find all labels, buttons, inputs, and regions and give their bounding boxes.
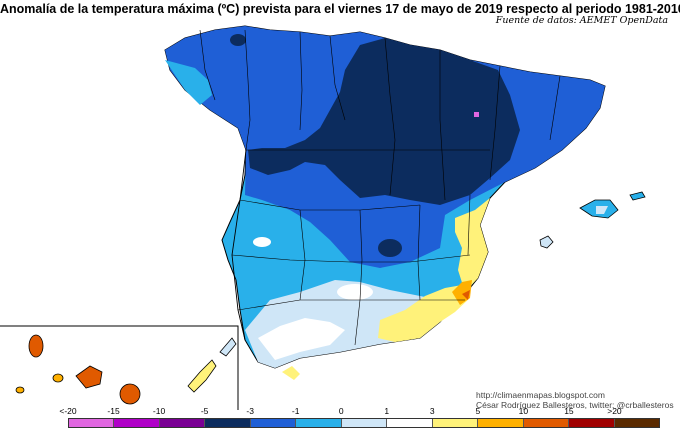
credits: http://climaenmapas.blogspot.com César R… [476,390,674,410]
zone-navy-nw [230,34,246,46]
legend-tick-label: -15 [107,406,120,416]
legend-tick-label: -5 [200,406,209,416]
la-gomera [52,373,64,383]
zone-cyan-west [165,60,212,105]
legend-tick-label: >20 [607,406,622,416]
legend-swatch [478,419,524,427]
legend-swatch [69,419,115,427]
tenerife [75,365,103,389]
legend-swatch [523,419,570,427]
fuerteventura [187,359,217,393]
legend-tick-label: -1 [291,406,300,416]
legend-tick-label: 15 [564,406,574,416]
legend-swatch [296,419,342,427]
zone-yellow-southeast [378,285,470,342]
author-credit: César Rodríguez Ballesteros, twitter: @c… [476,400,674,410]
legend-tick-label: 0 [338,406,344,416]
color-scale-legend [68,418,660,428]
zone-red-cape [462,290,470,300]
zone-yellow-east [455,198,490,292]
legend-swatch [205,419,251,427]
legend-swatch [341,419,388,427]
zone-magenta-spot [474,112,479,117]
legend-tick-label: 5 [475,406,481,416]
legend-swatch [614,419,660,427]
portugal-border [231,149,247,341]
legend-swatch [569,419,615,427]
legend-swatch [159,419,206,427]
el-hierro [15,386,25,394]
zone-navy-center [378,239,402,257]
ibiza [539,235,554,249]
legend-tick-label: <-20 [59,406,77,416]
gran-canaria [119,383,141,405]
mallorca-light [596,206,608,214]
canary-inset-frame [0,325,239,410]
zone-white-south [258,318,345,360]
legend-swatch [114,419,160,427]
blog-url[interactable]: http://climaenmapas.blogspot.com [476,390,605,400]
province-borders [199,29,561,346]
legend-tick-label: 3 [429,406,435,416]
legend-tick-label: -10 [152,406,166,416]
menorca [629,191,646,201]
la-palma [28,334,44,358]
data-source: Fuente de datos: AEMET OpenData [495,15,668,26]
lanzarote [219,337,237,357]
legend-tick-label: 10 [518,406,529,416]
legend-swatch [387,419,433,427]
zone-navy-core [248,38,520,205]
legend-tick-label: 1 [384,406,390,416]
map-title: Anomalía de la temperatura máxima (ºC) p… [0,2,680,16]
legend-swatch [250,419,297,427]
legend-tick-label: -3 [246,406,254,416]
zone-white-west [253,237,271,247]
zone-yellow-andalusia [282,366,300,380]
legend-swatch [432,419,479,427]
zone-white-center [337,284,373,300]
